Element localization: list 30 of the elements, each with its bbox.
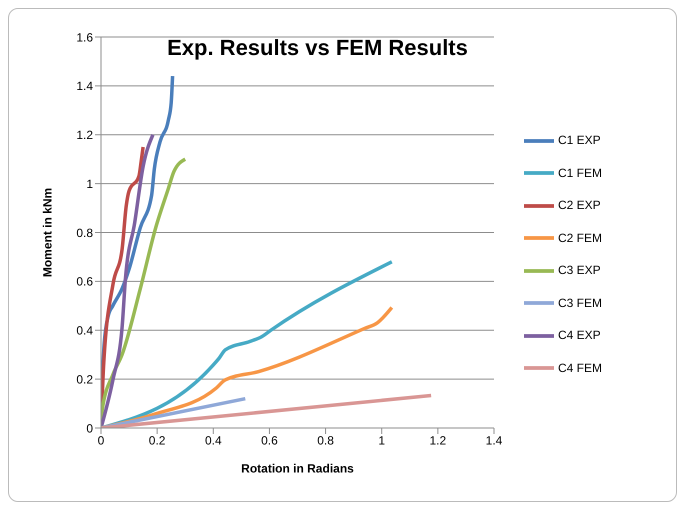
legend-label: C1 EXP [558,133,601,147]
x-tick-label: 0.8 [317,434,334,448]
y-tick-label: 0.8 [76,226,94,240]
x-tick-label: 1 [378,434,386,448]
x-tick-label: 0.6 [261,434,278,448]
legend-label: C2 EXP [558,198,601,212]
y-tick-label: 0 [86,421,94,436]
y-tick-label: 0.4 [76,324,94,338]
x-tick-label: 0.4 [204,434,222,448]
y-tick-label: 1.6 [76,30,94,44]
legend-label: C3 FEM [558,296,602,310]
y-tick-label: 1 [86,176,94,191]
x-tick-label: 0.2 [148,434,166,448]
y-tick-label: 1.4 [76,79,94,94]
y-tick-label: 1.2 [76,128,94,142]
x-tick-label: 0 [98,434,105,448]
x-tick-label: 1.4 [486,434,503,448]
line-series [101,260,394,428]
y-tick-label: 0.2 [76,372,94,386]
legend-label: C4 EXP [558,328,601,342]
x-tick-label: 1.2 [430,434,447,448]
x-axis-title: Rotation in Radians [241,462,354,476]
legend-label: C2 FEM [558,230,602,244]
chart-title: Exp. Results vs FEM Results [166,35,469,61]
legend-label: C3 EXP [558,263,601,277]
legend-label: C4 FEM [558,360,602,374]
legend-label: C1 FEM [558,166,602,180]
y-axis-title: Moment in kNm [40,188,54,278]
line-series [101,133,155,428]
y-tick-label: 0.6 [76,274,94,289]
